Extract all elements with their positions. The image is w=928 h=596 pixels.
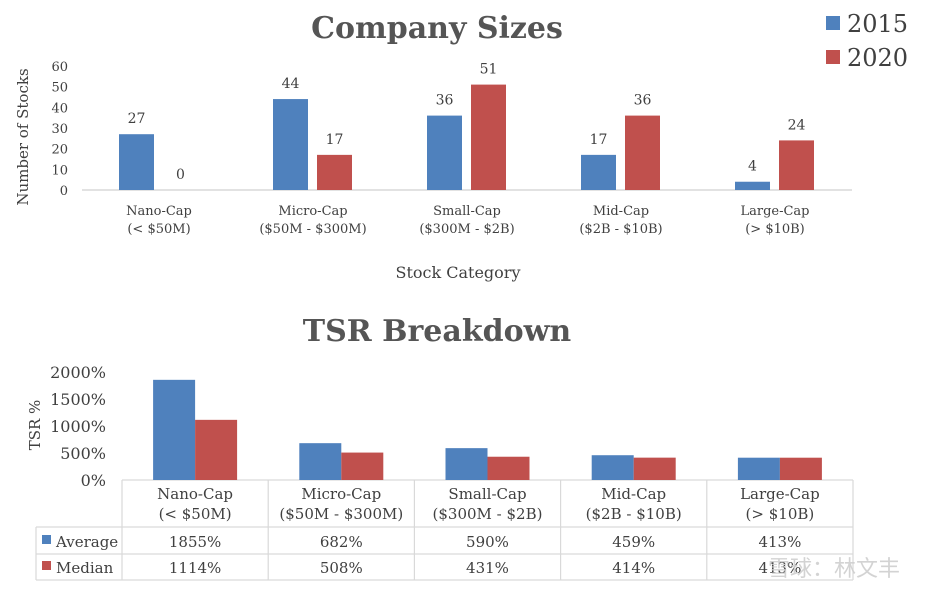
chart1-data-label: 27: [128, 111, 146, 127]
chart1-category-label: Small-Cap: [433, 204, 501, 219]
chart1-ytick-label: 20: [51, 143, 68, 158]
chart1-ytick-label: 60: [51, 60, 68, 75]
legend-swatch-2015: [826, 16, 840, 30]
chart2-category-label: (< $50M): [159, 505, 232, 523]
chart2-bar-average: [591, 455, 634, 480]
chart1-ytick-label: 40: [51, 101, 68, 116]
chart2-table-value: 1855%: [169, 533, 221, 551]
chart1-bar-2015: [427, 115, 462, 190]
chart1-category-label: ($50M - $300M): [259, 222, 366, 237]
chart2-category-label: ($300M - $2B): [433, 505, 543, 523]
chart1-category-label: ($300M - $2B): [419, 222, 514, 237]
chart1-bar-2020: [471, 84, 506, 190]
chart2-table-value: 413%: [758, 533, 801, 551]
chart2-category-label: Small-Cap: [448, 485, 526, 503]
chart2-bar-median: [341, 452, 384, 480]
chart2-legend-key-average: [42, 535, 51, 544]
legend-label-2015: 2015: [847, 10, 908, 38]
chart2-table-value: 590%: [466, 533, 509, 551]
chart2-title: TSR Breakdown: [303, 314, 572, 349]
chart1-category-label: Micro-Cap: [278, 204, 347, 219]
chart2-category-label: (> $10B): [746, 505, 815, 523]
chart2-category-label: Mid-Cap: [601, 485, 666, 503]
chart1-data-label: 36: [634, 93, 652, 109]
chart2-category-label: ($50M - $300M): [279, 505, 403, 523]
chart2-bar-median: [633, 457, 676, 480]
chart2-bar-average: [445, 448, 488, 480]
legend-swatch-2020: [826, 50, 840, 64]
chart1-title: Company Sizes: [311, 11, 563, 46]
chart2-ytick-label: 0%: [81, 471, 106, 490]
chart1-ytick-label: 30: [51, 122, 68, 137]
chart2-ytick-label: 1000%: [50, 417, 106, 436]
chart2-bar-average: [299, 443, 342, 480]
chart2-bar-average: [737, 457, 780, 480]
chart1-category-label: Mid-Cap: [593, 204, 649, 219]
chart2-ylabel: TSR %: [26, 400, 44, 451]
chart2-table-value: 508%: [320, 559, 363, 577]
chart1-category-label: Large-Cap: [740, 204, 809, 219]
chart2-ytick-label: 1500%: [50, 390, 106, 409]
chart1-data-label: 4: [748, 159, 757, 175]
tsr-breakdown-chart: 0% 500% 1000% 1500% 2000% 1855% 1114% Nano-Cap (…: [35, 363, 854, 581]
company-sizes-chart: 0 10 20 30 40 50 60 27 0 Nano-Cap (< $50M) 44 17 Micr…: [51, 60, 852, 237]
chart1-ytick-label: 50: [51, 81, 68, 96]
chart2-category-label: Nano-Cap: [157, 485, 233, 503]
chart1-data-label: 44: [282, 76, 300, 92]
chart2-bar-average: [153, 379, 196, 480]
chart2-ytick-label: 2000%: [50, 363, 106, 382]
chart1-category-label: Nano-Cap: [126, 204, 192, 219]
legend-label-2020: 2020: [847, 44, 908, 72]
chart2-table-value: 431%: [466, 559, 509, 577]
chart2-bar-median: [195, 419, 238, 480]
chart1-bar-2020: [779, 140, 814, 190]
chart1-data-label: 17: [326, 132, 344, 148]
chart2-category-label: Large-Cap: [740, 485, 820, 503]
chart1-ylabel: Number of Stocks: [14, 68, 32, 205]
chart1-bar-2015: [119, 134, 154, 190]
chart1-bar-2015: [581, 154, 616, 190]
chart2-table-value: 1114%: [169, 559, 221, 577]
chart2-table-value: 459%: [612, 533, 655, 551]
chart1-bar-2015: [735, 181, 770, 190]
chart1-data-label: 24: [788, 117, 806, 133]
chart1-ytick-label: 10: [51, 163, 68, 178]
chart2-table-value: 413%: [758, 559, 801, 577]
chart1-bar-2020: [625, 115, 660, 190]
chart2-category-label: ($2B - $10B): [586, 505, 682, 523]
chart2-row-header: Average: [55, 533, 118, 551]
chart2-bar-median: [779, 457, 822, 480]
chart2-table-value: 682%: [320, 533, 363, 551]
chart1-category-label: (> $10B): [745, 222, 805, 237]
chart2-ytick-label: 500%: [60, 444, 106, 463]
chart1-data-label: 17: [590, 132, 608, 148]
chart2-row-header: Median: [56, 559, 114, 577]
chart2-legend-key-median: [42, 561, 51, 570]
watermark: 雪球：林文丰: [768, 557, 900, 582]
chart2-table-value: 414%: [612, 559, 655, 577]
chart1-data-label: 36: [436, 93, 454, 109]
chart1-data-label: 0: [176, 167, 185, 183]
chart1-ytick-label: 0: [60, 184, 68, 199]
chart1-bar-2015: [273, 99, 308, 190]
chart1-category-label: (< $50M): [127, 222, 190, 237]
chart1-data-label: 51: [480, 62, 498, 78]
chart1-xlabel: Stock Category: [395, 263, 520, 282]
chart2-category-label: Micro-Cap: [301, 485, 381, 503]
chart1-category-label: ($2B - $10B): [579, 222, 662, 237]
chart1-bar-2020: [317, 154, 352, 190]
chart2-bar-median: [487, 456, 530, 480]
